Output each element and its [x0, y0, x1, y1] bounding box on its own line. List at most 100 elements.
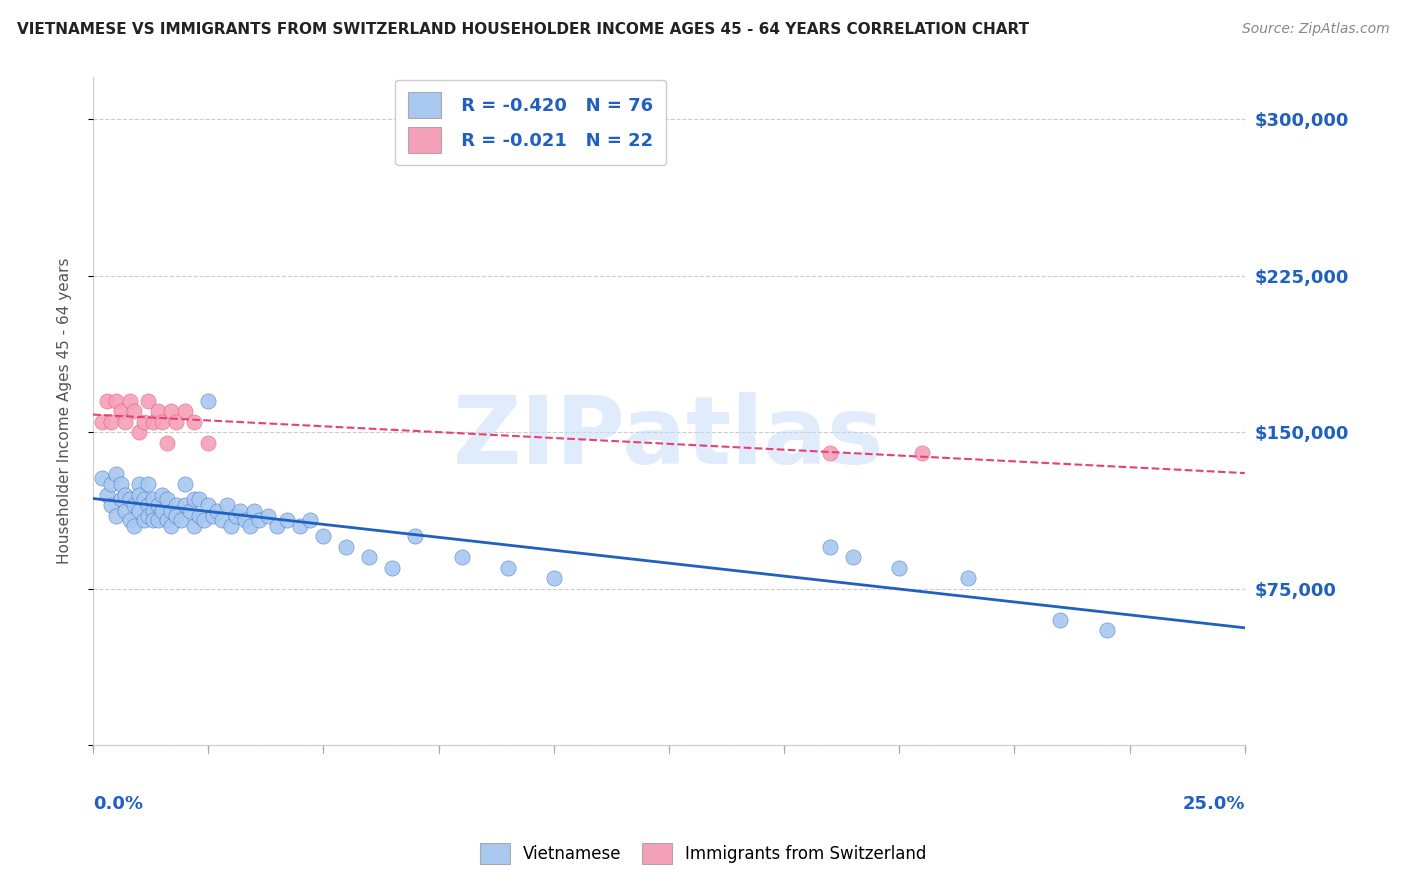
Point	[150, 415, 173, 429]
Point	[257, 508, 280, 523]
Point	[136, 508, 159, 523]
Point	[335, 540, 357, 554]
Point	[298, 513, 321, 527]
Point	[405, 529, 427, 543]
Text: Source: ZipAtlas.com: Source: ZipAtlas.com	[1241, 22, 1389, 37]
Point	[124, 404, 146, 418]
Point	[450, 550, 472, 565]
Point	[211, 513, 233, 527]
Point	[132, 513, 155, 527]
Point	[132, 491, 155, 506]
Point	[183, 415, 205, 429]
Point	[118, 513, 141, 527]
Point	[169, 513, 191, 527]
Point	[290, 519, 312, 533]
Point	[146, 513, 169, 527]
Point	[188, 491, 211, 506]
Y-axis label: Householder Income Ages 45 - 64 years: Householder Income Ages 45 - 64 years	[58, 258, 72, 565]
Point	[160, 504, 183, 518]
Point	[243, 504, 266, 518]
Point	[239, 519, 262, 533]
Point	[100, 477, 122, 491]
Point	[100, 415, 122, 429]
Point	[136, 477, 159, 491]
Point	[118, 393, 141, 408]
Point	[911, 446, 934, 460]
Point	[114, 488, 136, 502]
Point	[207, 504, 229, 518]
Point	[818, 540, 841, 554]
Point	[105, 393, 128, 408]
Point	[1049, 613, 1071, 627]
Point	[160, 404, 183, 418]
Point	[957, 571, 980, 585]
Point	[114, 415, 136, 429]
Point	[197, 393, 219, 408]
Point	[91, 471, 114, 485]
Point	[105, 467, 128, 481]
Point	[150, 488, 173, 502]
Point	[110, 477, 132, 491]
Point	[105, 508, 128, 523]
Point	[842, 550, 865, 565]
Text: ZIPatlas: ZIPatlas	[453, 392, 884, 484]
Point	[96, 393, 118, 408]
Point	[266, 519, 288, 533]
Point	[183, 519, 205, 533]
Point	[201, 508, 224, 523]
Point	[114, 504, 136, 518]
Point	[136, 498, 159, 512]
Point	[146, 404, 169, 418]
Point	[124, 519, 146, 533]
Point	[132, 415, 155, 429]
Point	[229, 504, 252, 518]
Point	[381, 560, 404, 574]
Point	[142, 513, 165, 527]
Point	[146, 498, 169, 512]
Point	[312, 529, 335, 543]
Point	[165, 498, 187, 512]
Legend:  R = -0.420   N = 76,  R = -0.021   N = 22: R = -0.420 N = 76, R = -0.021 N = 22	[395, 79, 666, 165]
Point	[128, 504, 150, 518]
Point	[160, 519, 183, 533]
Text: 0.0%: 0.0%	[93, 795, 143, 814]
Point	[142, 504, 165, 518]
Point	[219, 519, 242, 533]
Point	[193, 513, 215, 527]
Point	[136, 393, 159, 408]
Point	[225, 508, 247, 523]
Point	[188, 508, 211, 523]
Point	[359, 550, 381, 565]
Point	[174, 404, 197, 418]
Legend: Vietnamese, Immigrants from Switzerland: Vietnamese, Immigrants from Switzerland	[472, 837, 934, 871]
Point	[165, 508, 187, 523]
Point	[276, 513, 298, 527]
Point	[124, 498, 146, 512]
Point	[247, 513, 270, 527]
Point	[118, 491, 141, 506]
Text: 25.0%: 25.0%	[1182, 795, 1244, 814]
Point	[215, 498, 238, 512]
Point	[818, 446, 841, 460]
Point	[110, 404, 132, 418]
Point	[156, 513, 179, 527]
Point	[889, 560, 911, 574]
Point	[179, 504, 201, 518]
Point	[543, 571, 565, 585]
Point	[1095, 624, 1118, 638]
Point	[110, 491, 132, 506]
Point	[142, 415, 165, 429]
Point	[197, 435, 219, 450]
Point	[156, 491, 179, 506]
Text: VIETNAMESE VS IMMIGRANTS FROM SWITZERLAND HOUSEHOLDER INCOME AGES 45 - 64 YEARS : VIETNAMESE VS IMMIGRANTS FROM SWITZERLAN…	[17, 22, 1029, 37]
Point	[128, 488, 150, 502]
Point	[183, 491, 205, 506]
Point	[128, 425, 150, 439]
Point	[142, 491, 165, 506]
Point	[174, 477, 197, 491]
Point	[197, 498, 219, 512]
Point	[496, 560, 519, 574]
Point	[165, 415, 187, 429]
Point	[233, 513, 256, 527]
Point	[100, 498, 122, 512]
